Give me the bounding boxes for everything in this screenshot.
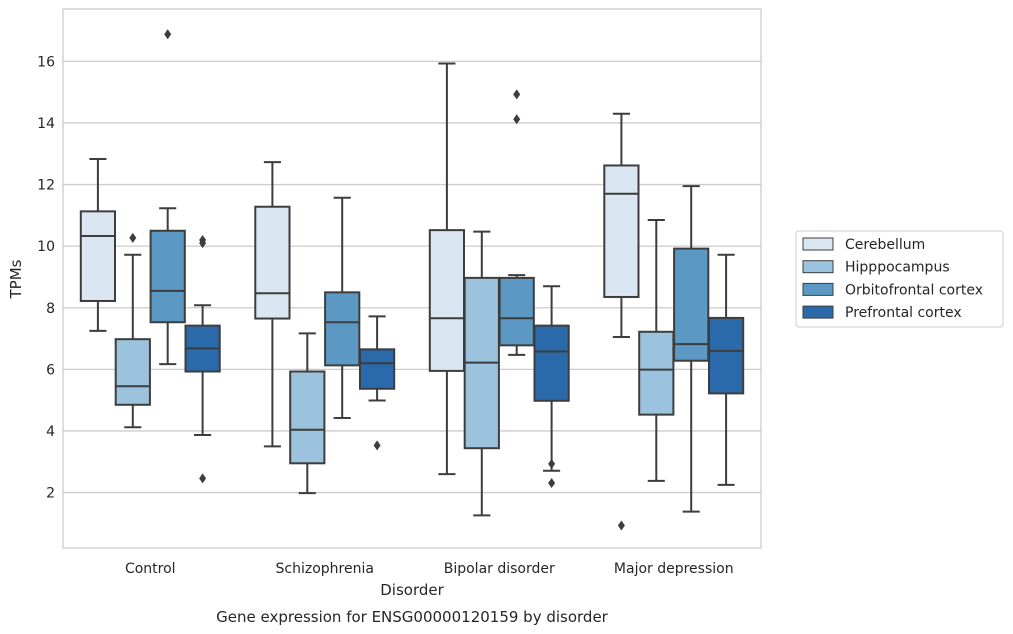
iqr-box xyxy=(498,276,535,347)
outlier-point xyxy=(513,89,521,100)
box-prefrontal-cortex xyxy=(707,253,745,486)
y-tick-label: 4 xyxy=(46,424,55,440)
box-prefrontal-cortex xyxy=(533,285,570,489)
legend-swatch xyxy=(802,237,834,251)
outlier-point xyxy=(199,238,207,249)
figure-caption: Gene expression for ENSG00000120159 by d… xyxy=(216,608,609,626)
iqr-box xyxy=(638,330,675,416)
iqr-box xyxy=(324,291,361,367)
x-tick-label: Schizophrenia xyxy=(276,561,374,577)
y-tick-label: 12 xyxy=(37,178,55,194)
box-cerebellum xyxy=(603,112,640,531)
box-prefrontal-cortex xyxy=(184,235,221,484)
legend-swatch xyxy=(802,260,834,274)
x-axis-label: Disorder xyxy=(380,581,444,599)
iqr-box xyxy=(149,229,186,324)
outlier-point xyxy=(617,520,625,531)
y-tick-label: 6 xyxy=(46,362,55,378)
legend-swatch xyxy=(802,282,834,296)
iqr-box xyxy=(707,316,745,395)
y-tick-label: 10 xyxy=(37,239,55,255)
legend-item-label: Hipppocampus xyxy=(845,260,950,276)
iqr-box xyxy=(358,348,396,390)
iqr-box xyxy=(79,210,117,302)
iqr-box xyxy=(114,338,151,406)
legend: Cerebellum Hipppocampus Orbitofrontal cort… xyxy=(795,230,1004,328)
iqr-box xyxy=(289,370,326,465)
outlier-point xyxy=(164,29,172,40)
iqr-box xyxy=(254,205,291,320)
plot-area-frame xyxy=(62,8,762,549)
legend-item-label: Cerebellum xyxy=(845,237,925,253)
box-hipppocampus xyxy=(638,218,675,482)
box-cerebellum xyxy=(428,62,466,476)
iqr-box xyxy=(533,324,570,402)
outlier-point xyxy=(373,440,381,451)
y-axis-label: TPMs xyxy=(7,259,25,299)
y-tick-label: 8 xyxy=(46,301,55,317)
box-cerebellum xyxy=(79,157,117,332)
x-tick-label: Control xyxy=(125,561,176,577)
y-tick-label: 14 xyxy=(37,116,55,132)
x-axis-ticks: Control Schizophrenia Bipolar disorder Majo… xyxy=(125,561,734,577)
legend-item-label: Orbitofrontal cortex xyxy=(845,282,983,298)
y-tick-label: 2 xyxy=(46,486,55,502)
box-orbitofrontal-cortex xyxy=(324,196,361,420)
outlier-point xyxy=(199,473,207,484)
outlier-point xyxy=(548,478,556,489)
box-groups xyxy=(79,29,745,531)
legend-frame xyxy=(795,230,1004,328)
box-orbitofrontal-cortex xyxy=(673,185,710,513)
box-hipppocampus xyxy=(114,232,151,429)
legend-swatch xyxy=(802,305,834,319)
iqr-box xyxy=(673,247,710,362)
legend-item-label: Prefrontal cortex xyxy=(845,305,962,321)
box-prefrontal-cortex xyxy=(358,315,396,451)
y-tick-label: 16 xyxy=(37,54,55,70)
x-tick-label: Major depression xyxy=(614,561,734,577)
outlier-point xyxy=(513,114,521,125)
box-hipppocampus xyxy=(289,332,326,495)
outlier-point xyxy=(129,232,137,243)
box-hipppocampus xyxy=(463,230,500,517)
x-tick-label: Bipolar disorder xyxy=(444,561,555,577)
iqr-box xyxy=(603,164,640,298)
box-cerebellum xyxy=(254,161,291,448)
iqr-box xyxy=(428,229,466,372)
outlier-point xyxy=(548,458,556,469)
box-orbitofrontal-cortex xyxy=(149,29,186,366)
y-axis-ticks: 2 4 6 8 10 12 14 16 xyxy=(37,54,55,501)
box-orbitofrontal-cortex xyxy=(498,89,535,356)
